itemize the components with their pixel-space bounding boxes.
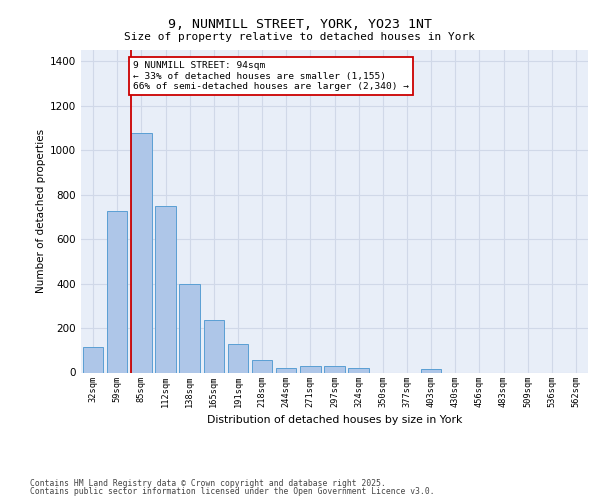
Bar bbox=[227, 344, 248, 372]
Bar bbox=[276, 368, 296, 372]
Text: Contains public sector information licensed under the Open Government Licence v3: Contains public sector information licen… bbox=[30, 487, 434, 496]
Bar bbox=[179, 284, 200, 372]
Text: Contains HM Land Registry data © Crown copyright and database right 2025.: Contains HM Land Registry data © Crown c… bbox=[30, 478, 386, 488]
Bar bbox=[131, 134, 152, 372]
Bar bbox=[349, 368, 369, 372]
Text: 9 NUNMILL STREET: 94sqm
← 33% of detached houses are smaller (1,155)
66% of semi: 9 NUNMILL STREET: 94sqm ← 33% of detache… bbox=[133, 61, 409, 91]
Bar bbox=[203, 320, 224, 372]
Bar bbox=[107, 210, 127, 372]
Y-axis label: Number of detached properties: Number of detached properties bbox=[36, 129, 46, 294]
Bar bbox=[83, 347, 103, 372]
Bar bbox=[252, 360, 272, 372]
Text: 9, NUNMILL STREET, YORK, YO23 1NT: 9, NUNMILL STREET, YORK, YO23 1NT bbox=[168, 18, 432, 30]
Bar bbox=[421, 369, 442, 372]
Bar bbox=[324, 366, 345, 372]
Text: Size of property relative to detached houses in York: Size of property relative to detached ho… bbox=[125, 32, 476, 42]
X-axis label: Distribution of detached houses by size in York: Distribution of detached houses by size … bbox=[207, 415, 462, 425]
Bar bbox=[300, 366, 320, 372]
Bar bbox=[155, 206, 176, 372]
